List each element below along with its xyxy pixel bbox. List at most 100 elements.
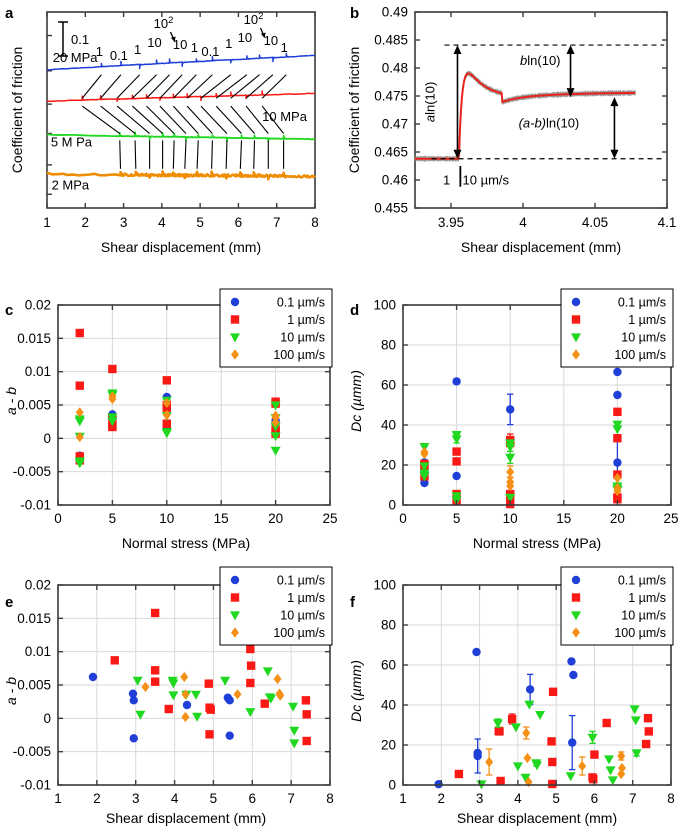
step-connector — [132, 105, 163, 134]
data-point — [571, 575, 581, 585]
data-point — [532, 761, 542, 771]
step-connector — [200, 105, 228, 134]
x-tick-label: 4 — [158, 215, 166, 230]
x-tick-label: 20 — [268, 511, 283, 526]
data-point — [505, 453, 516, 463]
b-ln10-label: bln(10) — [520, 53, 560, 68]
step-connector — [245, 105, 269, 134]
data-point — [572, 349, 580, 360]
data-point — [565, 772, 576, 782]
data-point — [578, 760, 587, 772]
legend: 0.1 µm/s 1 µm/s 10 µm/s 100 µm/s — [560, 566, 674, 646]
data-point — [589, 775, 598, 784]
legend-label-v01: 0.1 µm/s — [618, 296, 666, 310]
panel-a-scalebar-label: 0.1 — [71, 32, 89, 47]
data-point — [631, 749, 642, 759]
panel-a-xlabel: Shear displacement (mm) — [101, 239, 261, 255]
y-tick-label: -0.005 — [13, 744, 51, 759]
velocity-step-label: 1 — [96, 44, 103, 59]
data-point — [230, 575, 240, 585]
panel-c-letter: c — [5, 302, 14, 319]
panel-e-ylabel: a - b — [3, 677, 19, 705]
data-point — [612, 425, 623, 435]
step-connector — [230, 105, 255, 134]
data-point — [569, 670, 578, 680]
panel-e-xlabel: Shear displacement (mm) — [106, 810, 266, 826]
step-connector — [215, 105, 242, 134]
y-tick-label: 0 — [43, 711, 51, 726]
data-point — [523, 752, 532, 764]
x-tick-label: 20 — [610, 511, 625, 526]
data-point — [75, 381, 84, 390]
data-point — [231, 627, 239, 638]
x-tick-label: 6 — [591, 791, 599, 806]
x-tick-label: 3.95 — [438, 215, 464, 230]
velocity-after-label: 10 µm/s — [463, 172, 510, 187]
data-point — [168, 679, 179, 689]
series-10-m-s — [74, 389, 281, 469]
panel-d-ylabel: Dc (µmm) — [348, 370, 364, 432]
x-tick-label: 25 — [322, 511, 337, 526]
data-point — [162, 376, 171, 385]
series-0-1-m-s — [420, 367, 622, 509]
legend-label-v100: 100 µm/s — [614, 348, 666, 362]
velocity-before-label: 1 — [443, 172, 450, 187]
panel-f: f 1 2 3 4 5 6 7 8 0 20 40 60 80 100 0.1 µm/s 1 µm/s 10 µ… — [345, 566, 685, 839]
series-10-m-s — [419, 420, 623, 506]
y-tick-label: 80 — [381, 618, 396, 633]
curve-label: 10 MPa — [262, 109, 308, 124]
axes: 1 2 3 4 5 6 7 8 -0.01 -0.005 0 0.005 0.01 0.015 0.02 — [13, 578, 334, 807]
data-point — [161, 429, 172, 439]
panel-f-letter: f — [350, 594, 355, 611]
y-tick-label: 0 — [388, 498, 396, 513]
velocity-step-label: 0.1 — [201, 44, 219, 59]
x-tick-label: 4 — [519, 215, 527, 230]
panel-e: e 1 2 3 4 5 6 7 8 -0.01 -0.005 0 0.005 0.01 0.015 0.02… — [0, 566, 345, 839]
legend-label-v1: 1 µm/s — [287, 591, 325, 605]
data-point — [262, 667, 273, 677]
series-100-m-s — [485, 726, 626, 788]
panel-d-xlabel: Normal stress (MPa) — [473, 535, 601, 551]
y-tick-label: 0.49 — [382, 5, 408, 20]
data-point — [507, 714, 517, 724]
panel-a-step-connectors — [81, 74, 287, 169]
x-tick-label: 5 — [453, 511, 461, 526]
x-tick-label: 6 — [249, 791, 257, 806]
panel-b-svg: 3.95 4 4.05 4.1 0.455 0.46 0.465 0.47 0.475 0.48 0… — [346, 5, 676, 256]
panel-b-annotations: aln(10) bln(10) (a-b)ln(10) 1 10 µm/s — [423, 44, 665, 187]
data-point — [132, 676, 143, 686]
velocity-step-label: 10 — [238, 30, 252, 45]
data-point — [607, 776, 618, 786]
data-point — [164, 704, 173, 714]
data-point — [225, 696, 234, 705]
panel-e-letter: e — [5, 594, 14, 611]
data-point — [75, 328, 84, 338]
velocity-step-arrowhead — [260, 32, 266, 38]
data-point — [230, 333, 240, 343]
panel-a-frame — [46, 11, 316, 209]
data-point — [548, 757, 557, 767]
y-tick-label: -0.01 — [20, 778, 51, 793]
data-point — [485, 756, 494, 768]
data-point — [260, 699, 269, 708]
data-point — [302, 710, 311, 719]
x-tick-label: 7 — [629, 791, 637, 806]
data-point — [205, 730, 214, 739]
x-tick-label: 2 — [93, 791, 101, 806]
step-connector — [100, 74, 122, 99]
data-point — [617, 762, 626, 774]
legend-label-v01: 0.1 µm/s — [277, 296, 325, 310]
y-tick-label: 0.48 — [382, 61, 408, 76]
step-connector — [184, 140, 187, 169]
data-point — [246, 678, 255, 688]
data-point — [452, 457, 461, 466]
y-tick-label: 60 — [381, 378, 396, 393]
step-connector — [81, 105, 121, 134]
panel-a-axes — [46, 11, 316, 209]
x-tick-label: 0 — [399, 511, 407, 526]
panel-f-ylabel: Dc (µmm) — [348, 660, 364, 722]
data-point — [506, 480, 515, 492]
y-tick-label: 0.475 — [374, 89, 408, 104]
